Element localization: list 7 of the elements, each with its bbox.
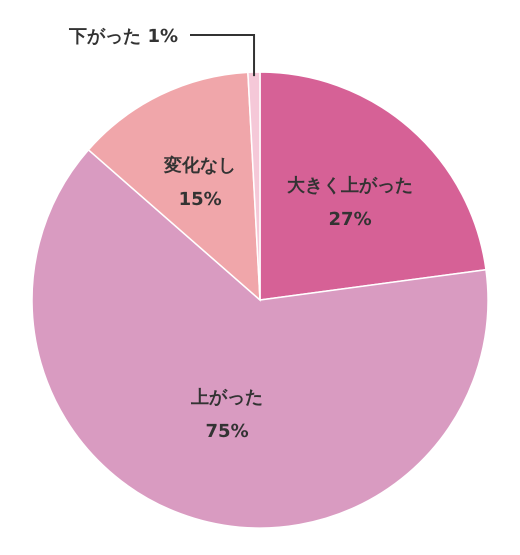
- data-label: 27%: [328, 209, 372, 230]
- slice-label: 変化なし: [163, 154, 236, 176]
- slice-label: 下がった 1%: [68, 26, 178, 47]
- slice-label: 大きく上がった: [286, 175, 414, 196]
- slice-label: 上がった: [190, 387, 264, 408]
- data-label: 15%: [178, 188, 222, 210]
- data-label: 75%: [206, 421, 249, 442]
